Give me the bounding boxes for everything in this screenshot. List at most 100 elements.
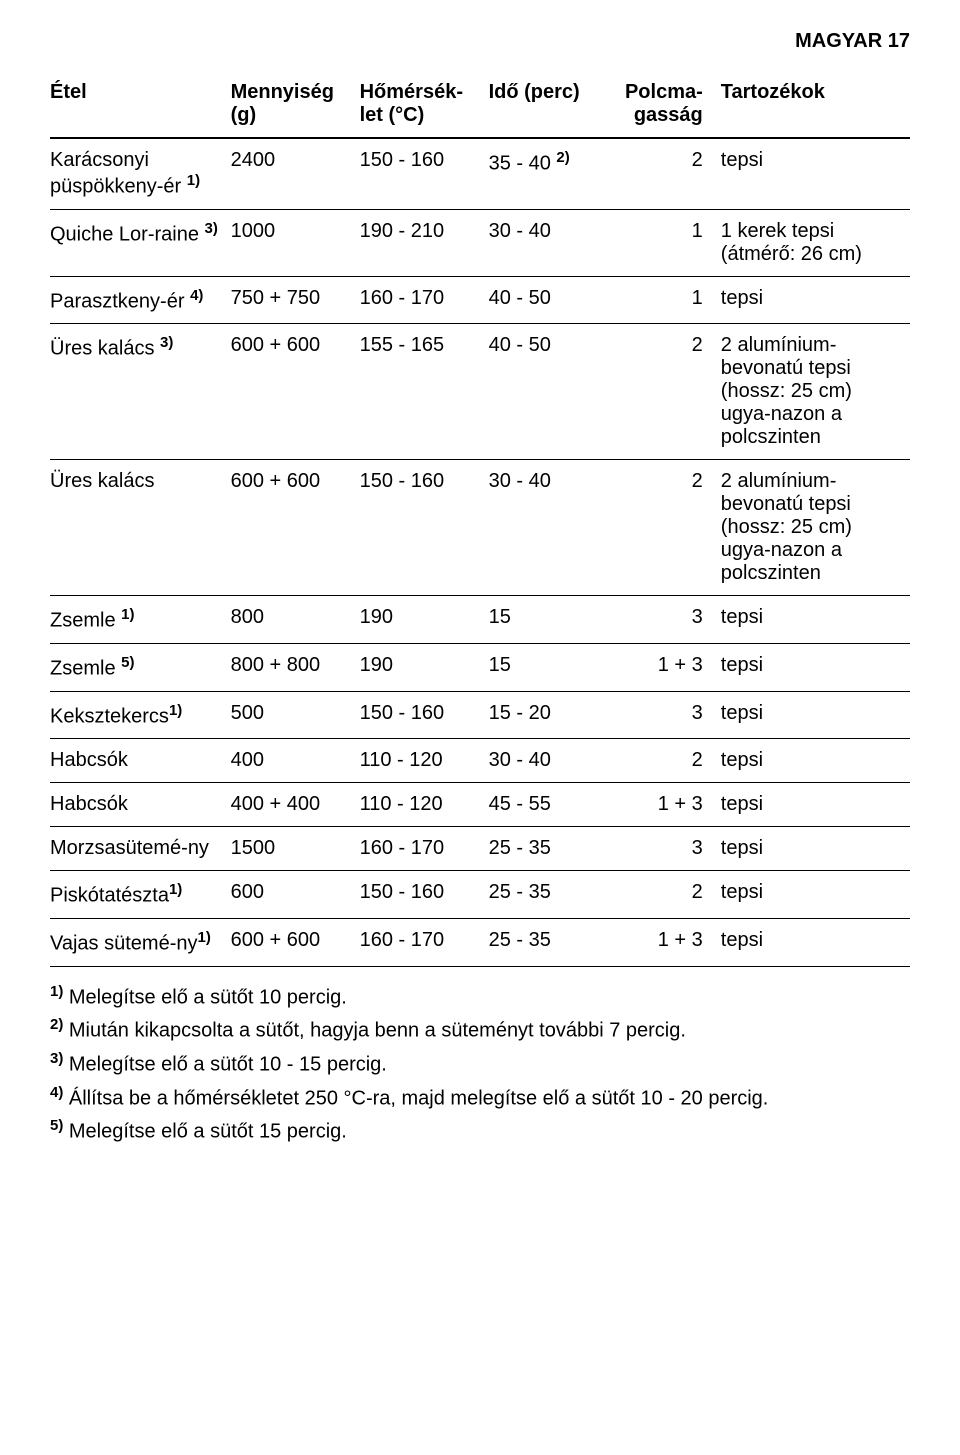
cell-qty: 800: [231, 596, 360, 644]
cell-accessories: tepsi: [721, 643, 910, 691]
table-body: Karácsonyi püspökkeny-ér 1)2400150 - 160…: [50, 138, 910, 966]
cell-temp: 150 - 160: [360, 691, 489, 739]
cell-qty: 400 + 400: [231, 783, 360, 827]
cell-qty: 1500: [231, 827, 360, 871]
cell-accessories: tepsi: [721, 918, 910, 966]
cell-qty: 800 + 800: [231, 643, 360, 691]
cell-food: Zsemle 5): [50, 643, 231, 691]
footnote-num: 1): [50, 983, 63, 1000]
cell-food: Üres kalács: [50, 460, 231, 596]
cell-accessories: 2 alumínium-bevonatú tepsi (hossz: 25 cm…: [721, 324, 910, 460]
cell-accessories: tepsi: [721, 871, 910, 919]
cell-qty: 1000: [231, 209, 360, 276]
cell-temp: 150 - 160: [360, 871, 489, 919]
footnote-4: 4) Állítsa be a hőmérsékletet 250 °C-ra,…: [50, 1082, 910, 1114]
col-food: Étel: [50, 73, 231, 138]
table-row: Keksztekercs1)500150 - 16015 - 203tepsi: [50, 691, 910, 739]
cell-qty: 600: [231, 871, 360, 919]
cell-food: Habcsók: [50, 783, 231, 827]
cell-shelf: 3: [618, 596, 721, 644]
cell-shelf: 1 + 3: [618, 918, 721, 966]
cell-temp: 190: [360, 643, 489, 691]
time-text: 35 - 40: [489, 153, 557, 175]
page-header: MAGYAR 17: [50, 30, 910, 53]
cell-qty: 600 + 600: [231, 324, 360, 460]
cell-shelf: 2: [618, 138, 721, 209]
footnote-3: 3) Melegítse elő a sütőt 10 - 15 percig.: [50, 1048, 910, 1080]
table-row: Habcsók400 + 400110 - 12045 - 551 + 3tep…: [50, 783, 910, 827]
food-sup: 1): [169, 881, 182, 898]
food-text: Üres kalács: [50, 338, 160, 360]
table-row: Piskótatészta1)600150 - 16025 - 352tepsi: [50, 871, 910, 919]
time-sup: 2): [556, 149, 569, 166]
cell-food: Vajas sütemé-ny1): [50, 918, 231, 966]
col-qty: Mennyiség (g): [231, 73, 360, 138]
cell-qty: 2400: [231, 138, 360, 209]
table-row: Vajas sütemé-ny1)600 + 600160 - 17025 - …: [50, 918, 910, 966]
cell-temp: 110 - 120: [360, 739, 489, 783]
table-row: Zsemle 5)800 + 800190151 + 3tepsi: [50, 643, 910, 691]
cell-time: 30 - 40: [489, 739, 618, 783]
cell-time: 15: [489, 596, 618, 644]
cell-shelf: 1 + 3: [618, 643, 721, 691]
food-sup: 1): [187, 172, 200, 189]
food-sup: 1): [169, 702, 182, 719]
footnote-num: 2): [50, 1016, 63, 1033]
col-shelf: Polcma-gasság: [618, 73, 721, 138]
cell-shelf: 1: [618, 276, 721, 324]
cell-qty: 600 + 600: [231, 918, 360, 966]
food-text: Habcsók: [50, 749, 128, 771]
cell-accessories: tepsi: [721, 827, 910, 871]
cell-shelf: 3: [618, 827, 721, 871]
cell-accessories: tepsi: [721, 276, 910, 324]
cell-temp: 110 - 120: [360, 783, 489, 827]
cell-food: Piskótatészta1): [50, 871, 231, 919]
footnote-5: 5) Melegítse elő a sütőt 15 percig.: [50, 1115, 910, 1147]
food-text: Vajas sütemé-ny: [50, 933, 197, 955]
food-text: Üres kalács: [50, 470, 154, 492]
footnotes: 1) Melegítse elő a sütőt 10 percig. 2) M…: [50, 981, 910, 1147]
cell-time: 25 - 35: [489, 871, 618, 919]
cell-shelf: 2: [618, 871, 721, 919]
cell-time: 45 - 55: [489, 783, 618, 827]
cell-shelf: 3: [618, 691, 721, 739]
footnote-1: 1) Melegítse elő a sütőt 10 percig.: [50, 981, 910, 1013]
cell-temp: 155 - 165: [360, 324, 489, 460]
footnote-text: Állítsa be a hőmérsékletet 250 °C-ra, ma…: [63, 1087, 768, 1109]
food-text: Zsemle: [50, 610, 121, 632]
food-text: Quiche Lor-raine: [50, 223, 205, 245]
cell-food: Quiche Lor-raine 3): [50, 209, 231, 276]
cell-qty: 600 + 600: [231, 460, 360, 596]
food-text: Zsemle: [50, 658, 121, 680]
footnote-text: Melegítse elő a sütőt 15 percig.: [63, 1121, 347, 1143]
table-row: Zsemle 1)800190153tepsi: [50, 596, 910, 644]
cell-accessories: tepsi: [721, 138, 910, 209]
cell-temp: 190: [360, 596, 489, 644]
cell-qty: 400: [231, 739, 360, 783]
footnote-num: 5): [50, 1117, 63, 1134]
food-text: Morzsasütemé-ny: [50, 837, 209, 859]
cell-accessories: 2 alumínium-bevonatú tepsi (hossz: 25 cm…: [721, 460, 910, 596]
cell-shelf: 2: [618, 460, 721, 596]
cell-accessories: tepsi: [721, 596, 910, 644]
footnote-text: Melegítse elő a sütőt 10 - 15 percig.: [63, 1054, 387, 1076]
cell-temp: 190 - 210: [360, 209, 489, 276]
food-text: Habcsók: [50, 793, 128, 815]
food-sup: 5): [121, 654, 134, 671]
food-text: Karácsonyi püspökkeny-ér: [50, 149, 187, 198]
cooking-table: Étel Mennyiség (g) Hőmérsék-let (°C) Idő…: [50, 73, 910, 967]
cell-time: 30 - 40: [489, 460, 618, 596]
footnote-text: Melegítse elő a sütőt 10 percig.: [63, 986, 347, 1008]
cell-temp: 160 - 170: [360, 827, 489, 871]
footnote-num: 3): [50, 1050, 63, 1067]
table-row: Parasztkeny-ér 4)750 + 750160 - 17040 - …: [50, 276, 910, 324]
cell-temp: 160 - 170: [360, 918, 489, 966]
cell-temp: 150 - 160: [360, 138, 489, 209]
cell-shelf: 1 + 3: [618, 783, 721, 827]
col-time: Idő (perc): [489, 73, 618, 138]
food-sup: 3): [160, 334, 173, 351]
col-acc: Tartozékok: [721, 73, 910, 138]
cell-time: 15 - 20: [489, 691, 618, 739]
food-sup: 1): [197, 929, 210, 946]
cell-time: 40 - 50: [489, 324, 618, 460]
